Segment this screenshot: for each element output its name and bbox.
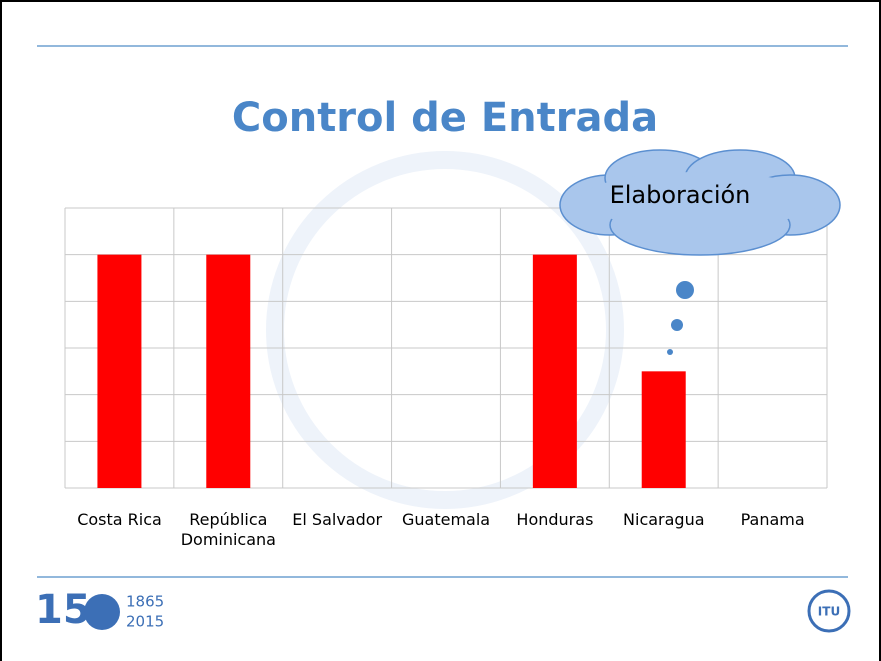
bar [642, 371, 686, 488]
anniversary-emblem [84, 594, 120, 630]
year-start: 1865 [126, 593, 164, 611]
bar [533, 255, 577, 488]
slide: Control de Entrada Elaboración 15 1865 2… [0, 0, 881, 661]
x-tick-label: República Dominicana [174, 510, 283, 550]
year-end: 2015 [126, 613, 164, 631]
x-tick-label: Honduras [500, 510, 609, 530]
callout-text: Elaboración [610, 181, 751, 209]
chart: Control de Entrada Elaboración 15 1865 2… [0, 0, 881, 661]
x-tick-label: Costa Rica [65, 510, 174, 530]
chart-title: Control de Entrada [232, 95, 658, 141]
x-tick-label: Nicaragua [609, 510, 718, 530]
bar [97, 255, 141, 488]
x-tick-label: Guatemala [392, 510, 501, 530]
x-tick-label: Panama [718, 510, 827, 530]
bar [206, 255, 250, 488]
anniversary-number: 15 [35, 587, 91, 633]
itu-logo-text: ITU [818, 605, 840, 619]
x-tick-label: El Salvador [283, 510, 392, 530]
